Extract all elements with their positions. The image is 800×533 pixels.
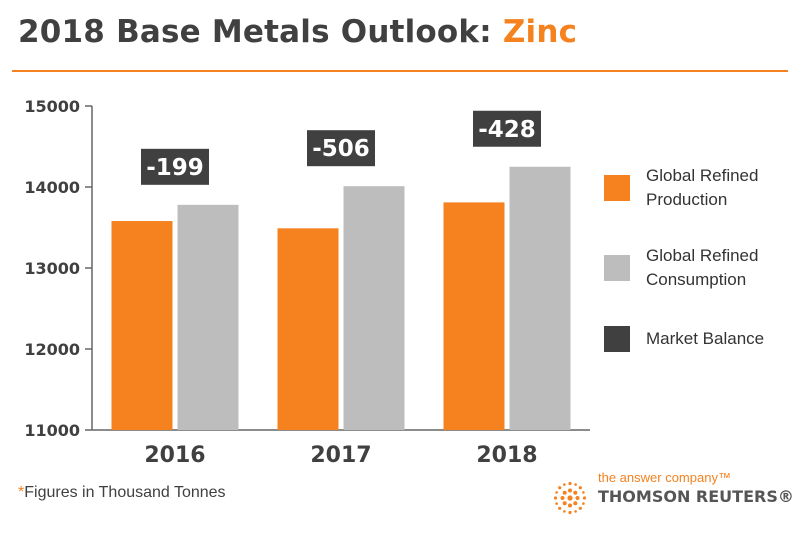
consumption-bar-2017 [343, 186, 405, 430]
brand-name: THOMSON REUTERS® [598, 487, 794, 506]
legend-label-consumption-line2: Consumption [646, 270, 747, 289]
legend-item-consumption: Global Refined Consumption [604, 244, 786, 292]
title-main: 2018 Base Metals Outlook: [18, 14, 492, 50]
legend-label-production-line1: Global Refined [646, 166, 759, 185]
legend-label-production: Global Refined Production [646, 164, 786, 212]
market-balance-box-2017 [307, 130, 375, 167]
legend-swatch-balance [604, 326, 630, 352]
y-tick-label-2: 13000 [24, 259, 80, 278]
legend-label-consumption: Global Refined Consumption [646, 244, 786, 292]
y-tick-label-0: 11000 [24, 421, 80, 440]
market-balance-box-2018 [473, 110, 541, 147]
production-bar-2017 [277, 228, 339, 430]
brand-block: the answer company™ THOMSON REUTERS® [552, 468, 794, 518]
legend-label-balance: Market Balance [646, 327, 786, 351]
page-title: 2018 Base Metals Outlook: Zinc [18, 14, 577, 50]
legend-swatch-production [604, 175, 630, 201]
x-category-label-2018: 2018 [476, 443, 537, 468]
footnote-star: * [18, 484, 25, 501]
market-balance-label-2018: -428 [478, 117, 536, 143]
legend-item-production: Global Refined Production [604, 164, 786, 212]
y-tick-label-3: 14000 [24, 178, 80, 197]
legend-label-consumption-line1: Global Refined [646, 246, 759, 265]
legend-label-production-line2: Production [646, 190, 728, 209]
legend-item-balance: Market Balance [604, 326, 786, 352]
thomson-reuters-dots-logo-icon [553, 481, 587, 515]
legend-label-balance-line1: Market Balance [646, 329, 765, 348]
y-tick-label-4: 15000 [24, 97, 80, 116]
production-bar-2018 [443, 202, 505, 430]
consumption-bar-2016 [177, 204, 239, 430]
title-accent: Zinc [502, 14, 578, 50]
production-bar-2016 [111, 221, 173, 430]
brand-tagline: the answer company™ [598, 470, 731, 485]
market-balance-box-2016 [141, 148, 209, 185]
market-balance-label-2016: -199 [146, 155, 204, 181]
footnote: *Figures in Thousand Tonnes [18, 484, 226, 502]
legend-swatch-consumption [604, 255, 630, 281]
market-balance-label-2017: -506 [312, 136, 370, 162]
footnote-text: Figures in Thousand Tonnes [24, 484, 226, 501]
consumption-bar-2018 [509, 166, 571, 430]
x-category-label-2017: 2017 [310, 443, 371, 468]
y-tick-label-1: 12000 [24, 340, 80, 359]
title-divider [12, 70, 788, 72]
x-category-label-2016: 2016 [144, 443, 205, 468]
